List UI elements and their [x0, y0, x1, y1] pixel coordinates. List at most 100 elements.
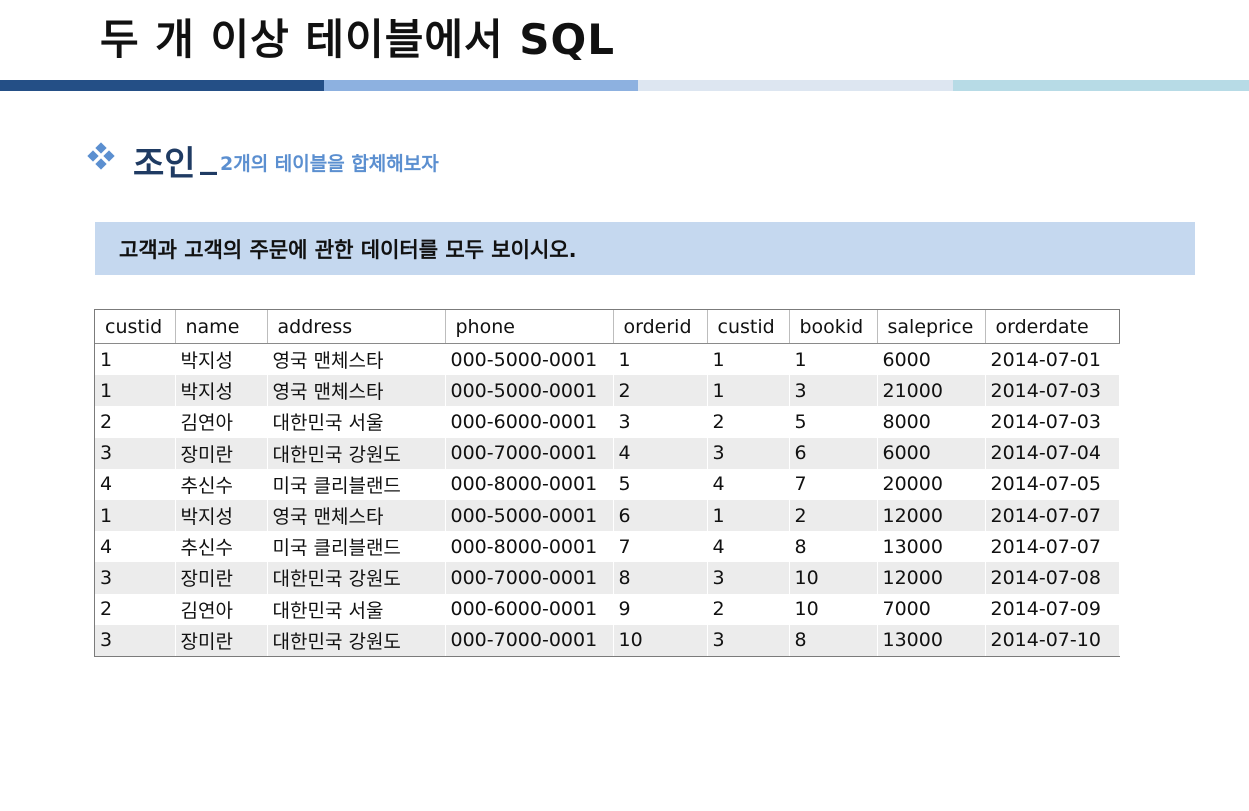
table-cell-name[interactable]: 김연아 — [175, 593, 268, 625]
column-header-phone[interactable]: phone — [445, 310, 614, 344]
table-cell-custid[interactable]: 1 — [707, 499, 790, 532]
table-row[interactable]: 4 추신수 미국 클리블랜드 000-8000-0001 7 4 8 13000 2014-07… — [95, 531, 1120, 563]
table-row[interactable]: 3 장미란 대한민국 강원도 000-7000-0001 4 3 6 6000 2014-07-… — [95, 437, 1120, 469]
table-cell-address[interactable]: 영국 맨체스타 — [267, 499, 446, 532]
table-cell-orderid[interactable]: 2 — [613, 375, 708, 407]
table-cell-name[interactable]: 김연아 — [175, 406, 268, 438]
table-cell-phone[interactable]: 000-6000-0001 — [445, 406, 614, 438]
table-cell-orderid[interactable]: 5 — [613, 468, 708, 500]
table-cell-bookid[interactable]: 6 — [789, 437, 878, 469]
table-cell-orderid[interactable]: 6 — [613, 499, 708, 532]
table-cell-bookid[interactable]: 8 — [789, 531, 878, 563]
table-cell-saleprice[interactable]: 7000 — [877, 593, 986, 625]
table-cell-bookid[interactable]: 5 — [789, 406, 878, 438]
table-cell-phone[interactable]: 000-6000-0001 — [445, 593, 614, 625]
table-cell-saleprice[interactable]: 13000 — [877, 531, 986, 563]
table-cell-custid[interactable]: 4 — [707, 531, 790, 563]
table-cell-orderid[interactable]: 8 — [613, 562, 708, 594]
table-cell-bookid[interactable]: 8 — [789, 624, 878, 656]
table-cell-phone[interactable]: 000-5000-0001 — [445, 375, 614, 407]
table-cell-name[interactable]: 추신수 — [175, 468, 268, 500]
table-cell-phone[interactable]: 000-7000-0001 — [445, 624, 614, 656]
table-cell-custid[interactable]: 2 — [707, 406, 790, 438]
table-cell-orderdate[interactable]: 2014-07-08 — [985, 562, 1120, 594]
table-cell-bookid[interactable]: 10 — [789, 593, 878, 625]
table-cell-orderdate[interactable]: 2014-07-05 — [985, 468, 1120, 500]
table-row[interactable]: 3 장미란 대한민국 강원도 000-7000-0001 10 3 8 13000 2014-0… — [95, 624, 1120, 656]
table-cell-orderid[interactable]: 3 — [613, 406, 708, 438]
table-cell-saleprice[interactable]: 12000 — [877, 562, 986, 594]
table-cell-phone[interactable]: 000-8000-0001 — [445, 468, 614, 500]
table-cell-saleprice[interactable]: 6000 — [877, 343, 986, 376]
table-cell-custid[interactable]: 3 — [707, 562, 790, 594]
table-row[interactable]: 1 박지성 영국 맨체스타 000-5000-0001 2 1 3 21000 2014-07-… — [95, 375, 1120, 407]
table-cell-address[interactable]: 대한민국 강원도 — [267, 562, 446, 594]
table-cell-orderdate[interactable]: 2014-07-01 — [985, 343, 1120, 376]
table-cell-address[interactable]: 대한민국 강원도 — [267, 437, 446, 469]
table-cell-orderdate[interactable]: 2014-07-03 — [985, 375, 1120, 407]
table-cell-bookid[interactable]: 10 — [789, 562, 878, 594]
table-cell-custid[interactable]: 1 — [707, 375, 790, 407]
table-cell-orderdate[interactable]: 2014-07-04 — [985, 437, 1120, 469]
table-cell-phone[interactable]: 000-8000-0001 — [445, 531, 614, 563]
column-header-address[interactable]: address — [267, 310, 446, 344]
table-cell-custid[interactable]: 4 — [707, 468, 790, 500]
table-row[interactable]: 2 김연아 대한민국 서울 000-6000-0001 3 2 5 8000 2014-07-0… — [95, 406, 1120, 438]
table-cell-address[interactable]: 미국 클리블랜드 — [267, 468, 446, 500]
table-cell-orderid[interactable]: 10 — [613, 624, 708, 656]
table-cell-address[interactable]: 영국 맨체스타 — [267, 343, 446, 376]
table-cell-custid[interactable]: 3 — [707, 437, 790, 469]
table-cell-custid[interactable]: 3 — [95, 562, 176, 594]
table-cell-address[interactable]: 대한민국 강원도 — [267, 624, 446, 656]
table-row[interactable]: 1 박지성 영국 맨체스타 000-5000-0001 1 1 1 6000 2014-07-0… — [95, 343, 1120, 376]
table-cell-custid[interactable]: 1 — [95, 375, 176, 407]
table-cell-orderdate[interactable]: 2014-07-09 — [985, 593, 1120, 625]
table-cell-orderdate[interactable]: 2014-07-07 — [985, 499, 1120, 532]
table-cell-saleprice[interactable]: 12000 — [877, 499, 986, 532]
table-cell-name[interactable]: 박지성 — [175, 343, 268, 376]
table-cell-address[interactable]: 영국 맨체스타 — [267, 375, 446, 407]
table-cell-custid[interactable]: 4 — [95, 531, 176, 563]
table-cell-bookid[interactable]: 7 — [789, 468, 878, 500]
table-cell-orderid[interactable]: 7 — [613, 531, 708, 563]
table-cell-custid[interactable]: 1 — [95, 499, 176, 532]
table-cell-custid[interactable]: 1 — [95, 343, 176, 376]
table-cell-name[interactable]: 추신수 — [175, 531, 268, 563]
table-cell-saleprice[interactable]: 8000 — [877, 406, 986, 438]
table-cell-saleprice[interactable]: 6000 — [877, 437, 986, 469]
table-cell-phone[interactable]: 000-5000-0001 — [445, 343, 614, 376]
column-header-name[interactable]: name — [175, 310, 268, 344]
table-cell-custid[interactable]: 3 — [95, 624, 176, 656]
table-cell-bookid[interactable]: 2 — [789, 499, 878, 532]
table-cell-orderid[interactable]: 9 — [613, 593, 708, 625]
table-cell-custid[interactable]: 2 — [707, 593, 790, 625]
table-cell-custid[interactable]: 1 — [707, 343, 790, 376]
table-cell-custid[interactable]: 2 — [95, 406, 176, 438]
column-header-saleprice[interactable]: saleprice — [877, 310, 986, 344]
table-cell-bookid[interactable]: 3 — [789, 375, 878, 407]
table-cell-phone[interactable]: 000-7000-0001 — [445, 562, 614, 594]
table-cell-address[interactable]: 미국 클리블랜드 — [267, 531, 446, 563]
table-cell-name[interactable]: 장미란 — [175, 437, 268, 469]
table-row[interactable]: 2 김연아 대한민국 서울 000-6000-0001 9 2 10 7000 2014-07-… — [95, 593, 1120, 625]
table-cell-saleprice[interactable]: 13000 — [877, 624, 986, 656]
table-row[interactable]: 1 박지성 영국 맨체스타 000-5000-0001 6 1 2 12000 2014-07-… — [95, 499, 1120, 532]
table-cell-name[interactable]: 장미란 — [175, 562, 268, 594]
table-cell-saleprice[interactable]: 21000 — [877, 375, 986, 407]
column-header-orderdate[interactable]: orderdate — [985, 310, 1119, 344]
table-row[interactable]: 4 추신수 미국 클리블랜드 000-8000-0001 5 4 7 20000 2014-07… — [95, 468, 1120, 500]
table-cell-custid[interactable]: 3 — [707, 624, 790, 656]
table-cell-orderdate[interactable]: 2014-07-10 — [985, 624, 1120, 656]
table-cell-custid[interactable]: 3 — [95, 437, 176, 469]
column-header-bookid[interactable]: bookid — [789, 310, 878, 344]
table-cell-saleprice[interactable]: 20000 — [877, 468, 986, 500]
table-cell-address[interactable]: 대한민국 서울 — [267, 593, 446, 625]
column-header-custid[interactable]: custid — [95, 310, 176, 344]
table-cell-custid[interactable]: 4 — [95, 468, 176, 500]
table-cell-phone[interactable]: 000-7000-0001 — [445, 437, 614, 469]
table-cell-bookid[interactable]: 1 — [789, 343, 878, 376]
table-cell-name[interactable]: 박지성 — [175, 499, 268, 532]
table-cell-name[interactable]: 박지성 — [175, 375, 268, 407]
table-cell-address[interactable]: 대한민국 서울 — [267, 406, 446, 438]
table-cell-name[interactable]: 장미란 — [175, 624, 268, 656]
